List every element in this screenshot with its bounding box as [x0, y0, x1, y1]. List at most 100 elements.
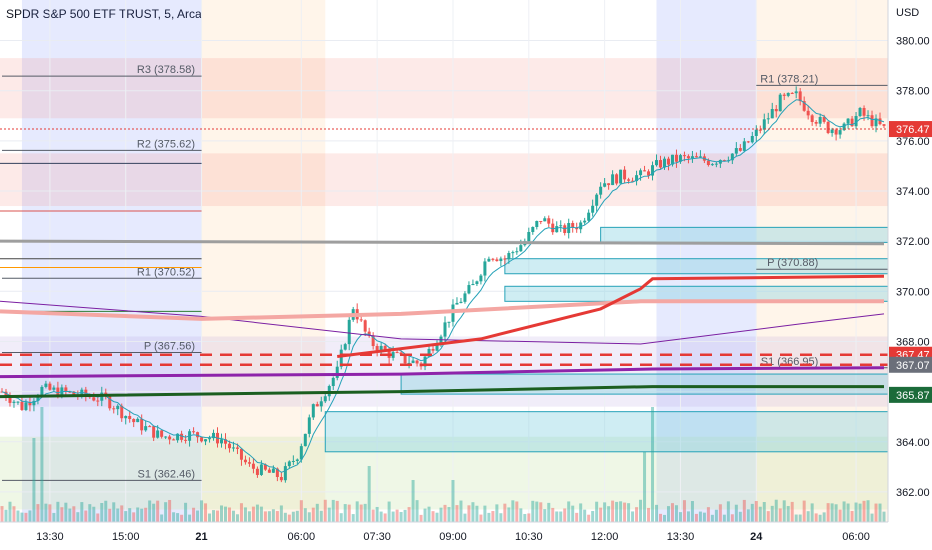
volume-bar [838, 509, 842, 522]
candle-body [220, 439, 224, 444]
candle-body [223, 439, 227, 444]
candle-body [694, 156, 698, 158]
x-tick-label: 13:30 [36, 531, 64, 543]
candle-body [882, 124, 886, 126]
x-tick-label: 06:00 [842, 531, 870, 543]
candle-body [674, 154, 678, 162]
candle-body [443, 322, 447, 337]
candle-body [639, 170, 643, 176]
candle-body [774, 109, 778, 112]
chart-title: SPDR S&P 500 ETF TRUST, 5, Arca [6, 7, 202, 21]
y-tick-label: 380.00 [896, 36, 930, 48]
volume-bar [303, 508, 307, 522]
volume-bar [76, 512, 80, 522]
candle-body [112, 408, 116, 410]
candle-body [315, 404, 319, 407]
candle-body [786, 92, 790, 96]
volume-bar [311, 507, 315, 522]
candle-body [798, 91, 802, 102]
volume-bar [639, 499, 643, 522]
candle-body [826, 121, 830, 134]
candle-body [583, 220, 587, 223]
volume-bar [40, 407, 44, 522]
volume-bar [611, 500, 615, 522]
volume-bar [730, 514, 734, 522]
volume-bar [866, 500, 870, 522]
volume-bar [491, 511, 495, 522]
volume-bar [734, 504, 738, 522]
volume-bar [726, 501, 730, 522]
candle-body [475, 281, 479, 285]
pivot-label: R1 (370.52) [137, 266, 195, 278]
candle-body [854, 116, 858, 127]
candle-body [714, 163, 718, 165]
volume-bar [379, 511, 383, 522]
pivot-label: R3 (378.58) [137, 64, 195, 76]
zone-3 [0, 436, 888, 510]
price-tag [889, 121, 932, 138]
candle-body [766, 118, 770, 120]
candle-body [16, 401, 20, 403]
volume-bar [551, 507, 555, 522]
volume-bar [822, 512, 826, 522]
volume-bar [647, 507, 651, 522]
candle-body [375, 346, 379, 352]
volume-bar [220, 505, 224, 522]
volume-bar [439, 507, 443, 522]
volume-bar [607, 506, 611, 522]
volume-bar [455, 505, 459, 522]
candle-body [754, 129, 758, 136]
candle-body [200, 437, 204, 442]
ma-gray-line [0, 239, 885, 246]
candle-body [567, 223, 571, 234]
price-axis-bg [888, 0, 932, 550]
candle-body [144, 426, 148, 431]
volume-bar [347, 504, 351, 522]
candle-body [235, 447, 239, 449]
volume-bar [192, 507, 196, 522]
volume-bar [24, 512, 28, 522]
candle-body [231, 447, 235, 449]
vwap-purple-line [0, 366, 885, 379]
volume-bar [615, 501, 619, 522]
volume-bar [112, 502, 116, 522]
volume-bar [407, 507, 411, 522]
volume-bar [583, 509, 587, 522]
volume-bar [403, 509, 407, 522]
volume-bar [631, 511, 635, 522]
candle-body [259, 464, 263, 475]
volume-bar [371, 509, 375, 522]
volume-bar [411, 480, 415, 522]
candle-body [579, 222, 583, 230]
volume-bar [223, 506, 227, 522]
candle-body [407, 362, 411, 364]
volume-bar [826, 503, 830, 522]
volume-bar [196, 510, 200, 522]
volume-bar [463, 513, 467, 522]
volume-bar [666, 506, 670, 522]
candle-body [830, 129, 834, 134]
candle-body [56, 387, 60, 397]
candle-body [116, 405, 120, 410]
volume-bar [343, 504, 347, 522]
candle-body [335, 366, 339, 378]
volume-bar [323, 499, 327, 522]
candle-body [742, 141, 746, 151]
candle-body [12, 401, 16, 403]
volume-bar [399, 511, 403, 522]
volume-bar [447, 507, 451, 522]
zone-0 [0, 58, 888, 119]
volume-bar [172, 512, 176, 522]
volume-bar [80, 502, 84, 522]
x-tick-label: 07:30 [363, 531, 391, 543]
candle-body [547, 218, 551, 224]
volume-bar [28, 510, 32, 522]
volume-bar [635, 507, 639, 522]
candle-body [383, 345, 387, 351]
x-tick-label: 21 [195, 531, 207, 543]
session-band-0 [21, 0, 202, 522]
candle-body [459, 301, 463, 303]
volume-bar [231, 510, 235, 522]
volume-bar [243, 507, 247, 522]
